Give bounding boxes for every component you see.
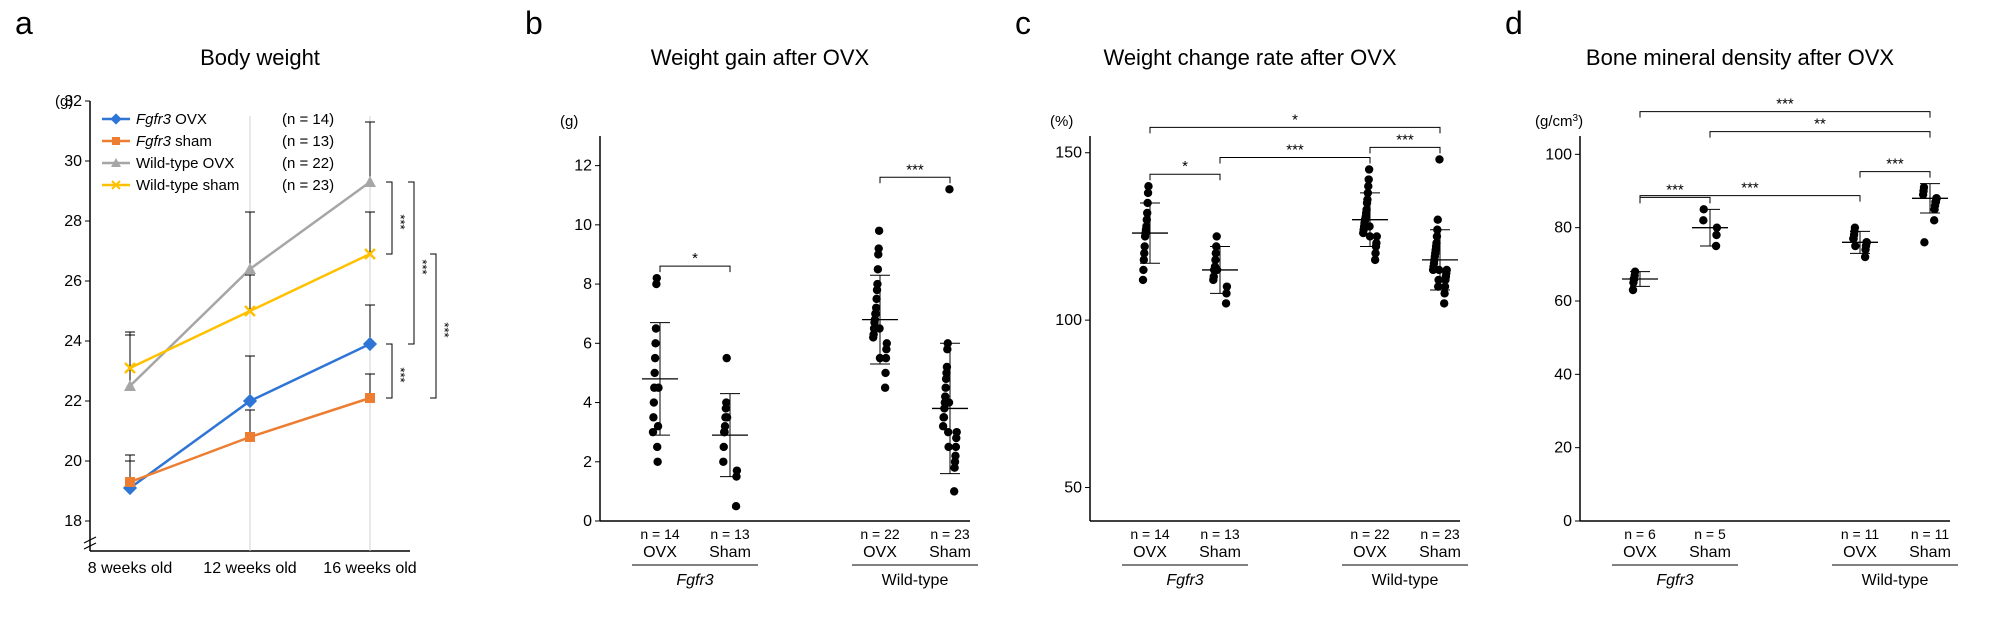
panel-d-title: Bone mineral density after OVX bbox=[1510, 45, 1970, 71]
svg-text:100: 100 bbox=[1545, 146, 1572, 163]
svg-text:n = 22: n = 22 bbox=[1350, 526, 1390, 542]
svg-text:***: *** bbox=[1396, 131, 1414, 148]
svg-text:OVX: OVX bbox=[1843, 544, 1877, 561]
svg-text:(n = 23): (n = 23) bbox=[282, 177, 334, 194]
svg-text:n = 13: n = 13 bbox=[1200, 526, 1240, 542]
svg-text:24: 24 bbox=[64, 333, 82, 350]
svg-text:n = 11: n = 11 bbox=[1911, 526, 1949, 542]
svg-text:Wild-type: Wild-type bbox=[1372, 572, 1439, 589]
svg-text:OVX: OVX bbox=[1353, 544, 1387, 561]
svg-text:12 weeks old: 12 weeks old bbox=[203, 560, 296, 577]
svg-text:100: 100 bbox=[1055, 312, 1082, 329]
svg-text:Fgfr3: Fgfr3 bbox=[1166, 572, 1203, 589]
panel-c-letter: c bbox=[1015, 5, 1031, 42]
svg-text:n = 23: n = 23 bbox=[1420, 526, 1460, 542]
panel-c-title: Weight change rate after OVX bbox=[1020, 45, 1480, 71]
svg-text:**: ** bbox=[1814, 116, 1826, 133]
svg-text:n = 11: n = 11 bbox=[1841, 526, 1879, 542]
svg-text:(g): (g) bbox=[560, 113, 578, 130]
svg-text:6: 6 bbox=[583, 335, 592, 352]
svg-text:10: 10 bbox=[574, 217, 592, 234]
svg-text:(n = 14): (n = 14) bbox=[282, 111, 334, 128]
svg-text:80: 80 bbox=[1554, 220, 1572, 237]
svg-text:***: *** bbox=[906, 161, 924, 178]
svg-text:(%): (%) bbox=[1050, 113, 1073, 130]
svg-text:n = 13: n = 13 bbox=[710, 526, 750, 542]
panel-a-chart: 1820222426283032(g)8 weeks old12 weeks o… bbox=[20, 81, 500, 621]
svg-text:30: 30 bbox=[64, 153, 82, 170]
svg-text:20: 20 bbox=[1554, 440, 1572, 457]
svg-text:Wild-type: Wild-type bbox=[882, 572, 949, 589]
panel-c: c Weight change rate after OVX 50100150(… bbox=[1020, 20, 1480, 621]
svg-text:Wild-type: Wild-type bbox=[1862, 572, 1929, 589]
panel-b-title: Weight gain after OVX bbox=[530, 45, 990, 71]
svg-text:Fgfr3: Fgfr3 bbox=[676, 572, 713, 589]
svg-text:***: *** bbox=[1286, 141, 1304, 158]
svg-text:12: 12 bbox=[574, 158, 592, 175]
svg-text:28: 28 bbox=[64, 213, 82, 230]
svg-text:8: 8 bbox=[583, 276, 592, 293]
svg-text:0: 0 bbox=[583, 513, 592, 530]
svg-text:60: 60 bbox=[1554, 293, 1572, 310]
svg-text:20: 20 bbox=[64, 453, 82, 470]
svg-text:n = 23: n = 23 bbox=[930, 526, 970, 542]
svg-text:*: * bbox=[1292, 111, 1298, 128]
panel-b: b Weight gain after OVX 024681012(g)n = … bbox=[530, 20, 990, 621]
svg-text:***: *** bbox=[415, 259, 430, 274]
svg-text:50: 50 bbox=[1064, 480, 1082, 497]
svg-text:26: 26 bbox=[64, 273, 82, 290]
svg-text:0: 0 bbox=[1563, 513, 1572, 530]
svg-text:Sham: Sham bbox=[1199, 544, 1241, 561]
svg-text:Sham: Sham bbox=[709, 544, 751, 561]
svg-text:Fgfr3 sham: Fgfr3 sham bbox=[136, 133, 212, 150]
svg-text:18: 18 bbox=[64, 513, 82, 530]
svg-text:***: *** bbox=[393, 214, 408, 229]
svg-text:OVX: OVX bbox=[863, 544, 897, 561]
svg-text:Sham: Sham bbox=[1909, 544, 1951, 561]
svg-text:n = 14: n = 14 bbox=[640, 526, 680, 542]
panel-b-chart: 0 2 4 6 8 10 12 (g) n = 14 OVX n = 13 Sham n = 22 OVX… bbox=[530, 81, 990, 621]
svg-text:8 weeks old: 8 weeks old bbox=[88, 560, 173, 577]
svg-text:22: 22 bbox=[64, 393, 82, 410]
panel-c-chart: 50 100 150 (%) n = 14 OVX n = 13 Sham n = 22 OVX n… bbox=[1020, 81, 1480, 621]
svg-text:Wild-type sham: Wild-type sham bbox=[136, 177, 239, 194]
svg-text:n = 22: n = 22 bbox=[860, 526, 900, 542]
svg-text:(n = 13): (n = 13) bbox=[282, 133, 334, 150]
svg-text:OVX: OVX bbox=[1623, 544, 1657, 561]
svg-text:OVX: OVX bbox=[1133, 544, 1167, 561]
panel-d-chart: 0 20 40 60 80 100 (g/cm3) n = 6 OVX n = 5 Sham n = … bbox=[1510, 81, 1970, 621]
panel-a: a Body weight 1820222426283032(g)8 weeks… bbox=[20, 20, 500, 621]
svg-text:***: *** bbox=[393, 367, 408, 382]
panel-a-title: Body weight bbox=[20, 45, 500, 71]
svg-text:n = 5: n = 5 bbox=[1694, 526, 1726, 542]
panel-a-letter: a bbox=[15, 5, 33, 42]
figure-container: a Body weight 1820222426283032(g)8 weeks… bbox=[20, 20, 1988, 621]
svg-text:OVX: OVX bbox=[643, 544, 677, 561]
svg-text:4: 4 bbox=[583, 395, 592, 412]
panel-d: d Bone mineral density after OVX 0204060… bbox=[1510, 20, 1970, 621]
svg-text:2: 2 bbox=[583, 454, 592, 471]
svg-text:40: 40 bbox=[1554, 366, 1572, 383]
svg-text:(n = 22): (n = 22) bbox=[282, 155, 334, 172]
svg-text:*: * bbox=[692, 250, 698, 267]
svg-text:(g/cm3): (g/cm3) bbox=[1535, 113, 1583, 131]
svg-text:n = 6: n = 6 bbox=[1624, 526, 1656, 542]
svg-text:Sham: Sham bbox=[929, 544, 971, 561]
svg-text:n = 14: n = 14 bbox=[1130, 526, 1170, 542]
svg-text:***: *** bbox=[1886, 156, 1904, 173]
panel-b-letter: b bbox=[525, 5, 543, 42]
svg-text:***: *** bbox=[1776, 96, 1794, 113]
svg-text:Wild-type OVX: Wild-type OVX bbox=[136, 155, 234, 172]
svg-text:Sham: Sham bbox=[1689, 544, 1731, 561]
panel-d-letter: d bbox=[1505, 5, 1523, 42]
svg-text:16 weeks old: 16 weeks old bbox=[323, 560, 416, 577]
svg-text:*: * bbox=[1182, 158, 1188, 175]
svg-text:***: *** bbox=[437, 322, 452, 337]
svg-text:150: 150 bbox=[1055, 145, 1082, 162]
svg-text:***: *** bbox=[1741, 180, 1759, 197]
svg-text:Fgfr3 OVX: Fgfr3 OVX bbox=[136, 111, 207, 128]
svg-text:Sham: Sham bbox=[1419, 544, 1461, 561]
svg-text:(g): (g) bbox=[55, 93, 73, 110]
svg-text:Fgfr3: Fgfr3 bbox=[1656, 572, 1693, 589]
